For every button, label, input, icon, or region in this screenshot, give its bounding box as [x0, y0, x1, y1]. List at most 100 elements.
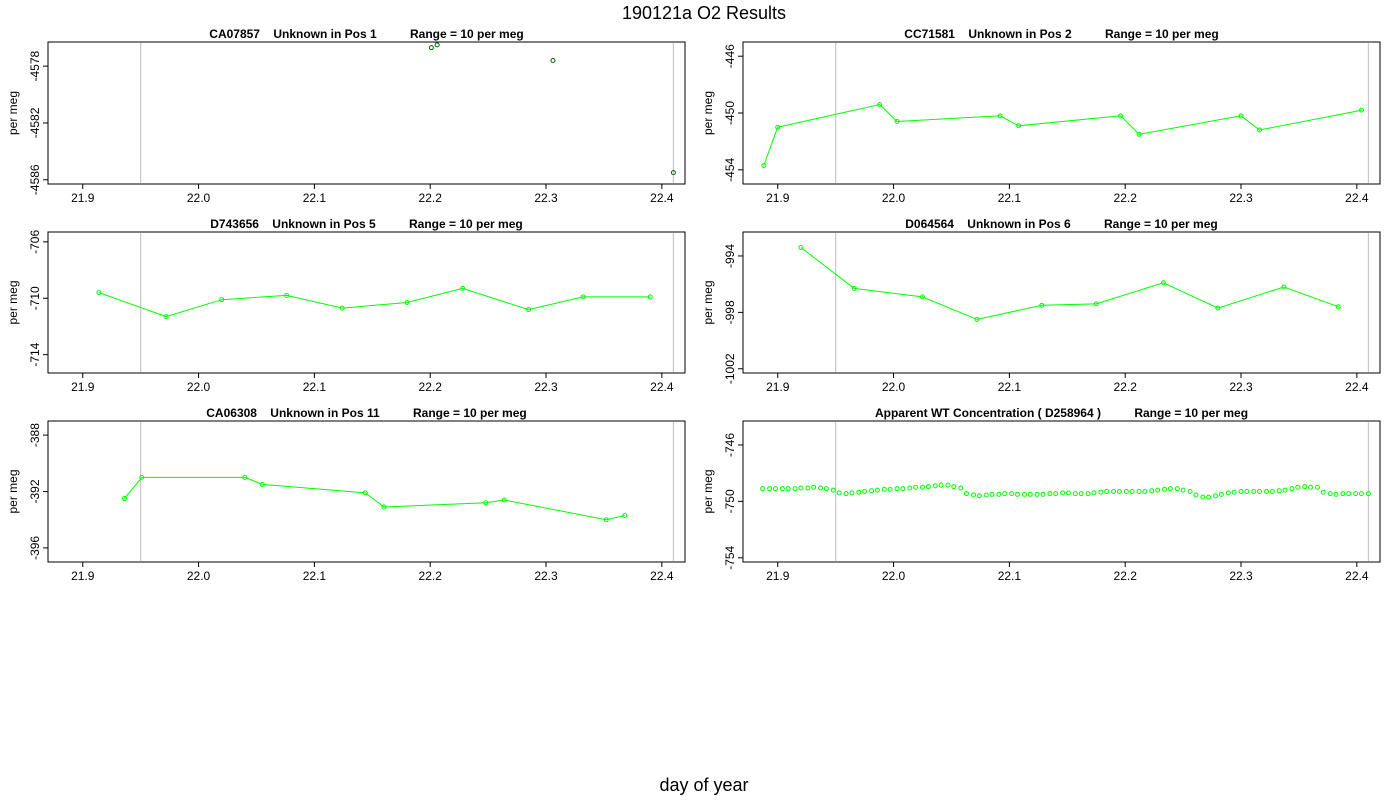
data-point: [775, 124, 781, 130]
panel-6: Apparent WT Concentration ( D258964 ) Ra…: [701, 406, 1381, 583]
data-point: [836, 490, 842, 496]
data-point: [932, 483, 938, 489]
x-tick-label: 22.4: [650, 569, 674, 583]
x-tick-label: 22.2: [1114, 569, 1138, 583]
data-point: [772, 486, 778, 492]
y-tick-label: -454: [723, 157, 737, 181]
data-point: [1327, 491, 1333, 497]
data-point: [1040, 491, 1046, 497]
data-point: [1167, 486, 1173, 492]
plot-frame: [742, 231, 1381, 374]
y-axis-label: per meg: [6, 469, 20, 513]
y-tick-label: -450: [723, 101, 737, 125]
data-point: [163, 314, 169, 320]
y-tick-label: -706: [28, 230, 42, 254]
data-point: [1238, 489, 1244, 494]
x-tick-label: 22.3: [1229, 191, 1253, 205]
plot-frame: [47, 231, 686, 374]
data-point: [798, 485, 804, 491]
data-point: [1193, 492, 1199, 498]
data-point: [1065, 490, 1071, 496]
x-tick-label: 22.2: [419, 380, 443, 394]
data-point: [938, 482, 944, 488]
data-point: [1160, 280, 1166, 286]
data-point: [1263, 489, 1269, 494]
data-point: [976, 493, 982, 499]
panel-title: D064564 Unknown in Pos 6 Range = 10 per …: [905, 217, 1217, 231]
x-axis-label: day of year: [659, 775, 748, 795]
data-point: [1149, 488, 1155, 494]
panels-container: CA07857 Unknown in Pos 1 Range = 10 per …: [6, 27, 1381, 583]
series-line: [800, 247, 1339, 320]
panel-title: Apparent WT Concentration ( D258964 ) Ra…: [875, 406, 1248, 420]
data-point: [1142, 489, 1148, 494]
data-point: [1281, 284, 1287, 290]
data-point: [818, 485, 824, 491]
x-tick-label: 22.4: [1345, 380, 1369, 394]
data-point: [877, 101, 883, 107]
data-point: [894, 119, 900, 125]
data-point: [428, 45, 434, 51]
data-point: [622, 512, 628, 518]
x-tick-label: 22.0: [882, 380, 906, 394]
data-point: [1162, 486, 1168, 492]
data-point: [1021, 491, 1027, 497]
data-point: [242, 474, 248, 480]
data-point: [1365, 491, 1371, 497]
data-point: [920, 294, 926, 300]
series-line: [124, 476, 625, 521]
data-point: [1016, 123, 1022, 129]
data-point: [851, 285, 857, 291]
y-axis-label: per meg: [6, 91, 20, 135]
y-tick-label: -446: [723, 44, 737, 68]
data-point: [550, 57, 556, 63]
data-point: [1053, 491, 1059, 497]
data-point: [1155, 487, 1161, 493]
x-tick-label: 22.1: [303, 191, 327, 205]
x-tick-label: 22.1: [998, 191, 1022, 205]
y-axis-label: per meg: [6, 280, 20, 324]
plot-frame: [47, 41, 686, 185]
data-point: [1257, 489, 1263, 494]
x-tick-label: 22.3: [534, 191, 558, 205]
data-point: [1358, 491, 1364, 497]
data-point: [997, 113, 1003, 119]
data-point: [1116, 489, 1122, 494]
data-point: [785, 486, 791, 492]
data-point: [501, 497, 507, 503]
data-point: [1282, 487, 1288, 493]
x-tick-label: 22.4: [1345, 191, 1369, 205]
data-point: [1257, 127, 1263, 133]
panel-3: D743656 Unknown in Pos 5 Range = 10 per …: [6, 217, 686, 394]
y-tick-label: -392: [28, 479, 42, 503]
data-point: [1078, 491, 1084, 497]
data-point: [761, 163, 767, 169]
data-point: [483, 500, 489, 506]
data-point: [1244, 489, 1250, 494]
panel-5: CA06308 Unknown in Pos 11 Range = 10 per…: [6, 406, 686, 583]
data-point: [259, 481, 265, 487]
data-point: [1098, 489, 1104, 495]
data-point: [1072, 491, 1078, 497]
data-point: [1187, 489, 1193, 494]
data-point: [460, 285, 466, 291]
x-tick-label: 21.9: [71, 191, 95, 205]
data-point: [284, 292, 290, 298]
data-point: [1215, 305, 1221, 311]
data-point: [1136, 131, 1142, 137]
data-point: [920, 484, 926, 490]
x-tick-label: 22.1: [303, 569, 327, 583]
x-tick-label: 22.3: [534, 569, 558, 583]
data-point: [1225, 490, 1231, 496]
data-point: [580, 294, 586, 300]
plot-frame: [742, 420, 1381, 563]
data-point: [907, 485, 913, 491]
y-tick-label: -388: [28, 423, 42, 447]
data-point: [603, 517, 609, 523]
x-tick-label: 22.4: [650, 380, 674, 394]
y-tick-label: -754: [723, 545, 737, 569]
x-tick-label: 22.0: [187, 380, 211, 394]
data-point: [404, 300, 410, 305]
panel-1: CA07857 Unknown in Pos 1 Range = 10 per …: [6, 27, 686, 205]
data-point: [843, 491, 849, 497]
